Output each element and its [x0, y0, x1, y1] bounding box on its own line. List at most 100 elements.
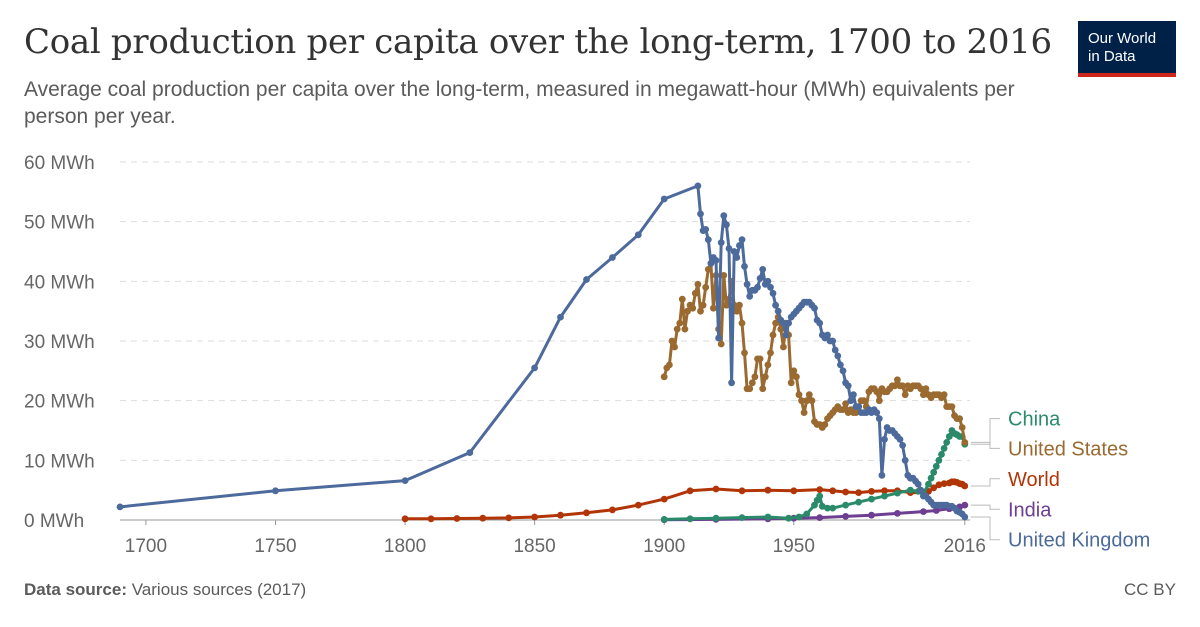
- series-china: [660, 427, 969, 523]
- series-lines: [116, 182, 969, 524]
- data-point: [795, 513, 803, 521]
- label-connector: [970, 504, 1000, 510]
- data-point: [707, 260, 715, 267]
- data-point: [790, 367, 798, 375]
- data-point: [689, 304, 697, 312]
- data-point: [803, 510, 811, 518]
- data-point: [748, 379, 756, 387]
- data-point: [774, 307, 782, 315]
- data-point: [875, 397, 883, 405]
- data-point: [666, 361, 673, 369]
- x-tick-label: 1850: [513, 536, 555, 557]
- license[interactable]: CC BY: [1124, 580, 1176, 599]
- data-point: [930, 484, 938, 492]
- data-point: [702, 226, 710, 233]
- data-point: [764, 277, 772, 285]
- x-tick-label: 1750: [254, 536, 296, 557]
- y-tick-label: 0 MWh: [24, 511, 84, 532]
- data-point: [401, 477, 409, 484]
- data-point: [673, 325, 681, 333]
- data-point: [686, 515, 694, 523]
- data-point: [873, 409, 881, 416]
- data-point: [772, 319, 779, 327]
- data-point: [837, 361, 844, 369]
- chart-title: Coal production per capita over the long…: [24, 22, 1052, 62]
- series-united-kingdom: [116, 182, 969, 521]
- y-tick-label: 30 MWh: [24, 332, 95, 353]
- x-tick-label: 1900: [643, 536, 685, 557]
- label-connector: [970, 478, 1000, 487]
- data-point: [736, 301, 743, 309]
- data-point: [824, 331, 831, 339]
- data-point: [720, 212, 728, 220]
- series-label: China: [1008, 409, 1061, 431]
- y-tick-label: 10 MWh: [24, 451, 95, 472]
- data-point: [691, 289, 699, 297]
- data-point: [868, 495, 875, 503]
- data-point: [557, 313, 564, 321]
- y-tick-label: 40 MWh: [24, 272, 95, 293]
- data-point: [272, 487, 279, 495]
- data-point: [764, 486, 772, 494]
- data-point: [660, 495, 668, 503]
- data-point: [795, 391, 803, 399]
- x-axis-ticks: 1700 1750 1800 1850 1900 1950 2016: [125, 520, 986, 557]
- data-point: [427, 515, 435, 523]
- data-point: [678, 295, 686, 303]
- data-point: [948, 403, 956, 410]
- data-point: [824, 504, 831, 512]
- data-point: [907, 486, 914, 494]
- data-point: [668, 337, 676, 345]
- data-source-text: Various sources (2017): [131, 580, 307, 599]
- data-point: [756, 355, 764, 363]
- series-line: [662, 261, 967, 444]
- data-point: [741, 263, 748, 270]
- data-point: [842, 400, 849, 407]
- data-point: [961, 513, 969, 521]
- data-point: [609, 506, 616, 514]
- data-point: [855, 489, 862, 496]
- data-point: [940, 391, 948, 399]
- data-point: [961, 439, 969, 446]
- data-point: [557, 511, 564, 519]
- x-tick-label: 1800: [384, 536, 426, 557]
- data-point: [583, 276, 590, 283]
- series-label: World: [1008, 469, 1060, 491]
- data-point: [743, 280, 751, 288]
- data-point: [811, 304, 818, 312]
- data-point: [816, 514, 824, 521]
- logo-line-2: in Data: [1088, 48, 1136, 65]
- data-point: [917, 486, 925, 494]
- owid-logo[interactable]: Our World in Data: [1078, 21, 1176, 77]
- data-source-label: Data source:: [24, 580, 127, 599]
- data-point: [733, 307, 741, 315]
- data-point: [940, 445, 948, 452]
- data-point: [940, 480, 948, 487]
- data-point: [717, 239, 725, 247]
- data-point: [583, 509, 590, 517]
- data-point: [894, 510, 901, 517]
- data-point: [479, 514, 487, 522]
- y-tick-label: 50 MWh: [24, 213, 95, 234]
- data-point: [881, 436, 888, 443]
- series-label: United Kingdom: [1008, 530, 1150, 552]
- data-point: [935, 456, 943, 464]
- data-point: [733, 254, 741, 261]
- data-point: [746, 292, 754, 300]
- data-point: [816, 486, 824, 493]
- data-point: [761, 373, 769, 381]
- data-point: [785, 319, 792, 327]
- data-point: [769, 331, 777, 339]
- data-point: [881, 492, 888, 500]
- data-point: [800, 409, 808, 416]
- data-point: [839, 406, 847, 413]
- data-point: [660, 516, 668, 523]
- data-point: [738, 514, 746, 521]
- data-point: [925, 480, 932, 488]
- data-point: [759, 266, 767, 273]
- data-point: [694, 280, 702, 288]
- data-point: [780, 319, 787, 327]
- data-point: [868, 488, 875, 495]
- data-point: [891, 382, 899, 390]
